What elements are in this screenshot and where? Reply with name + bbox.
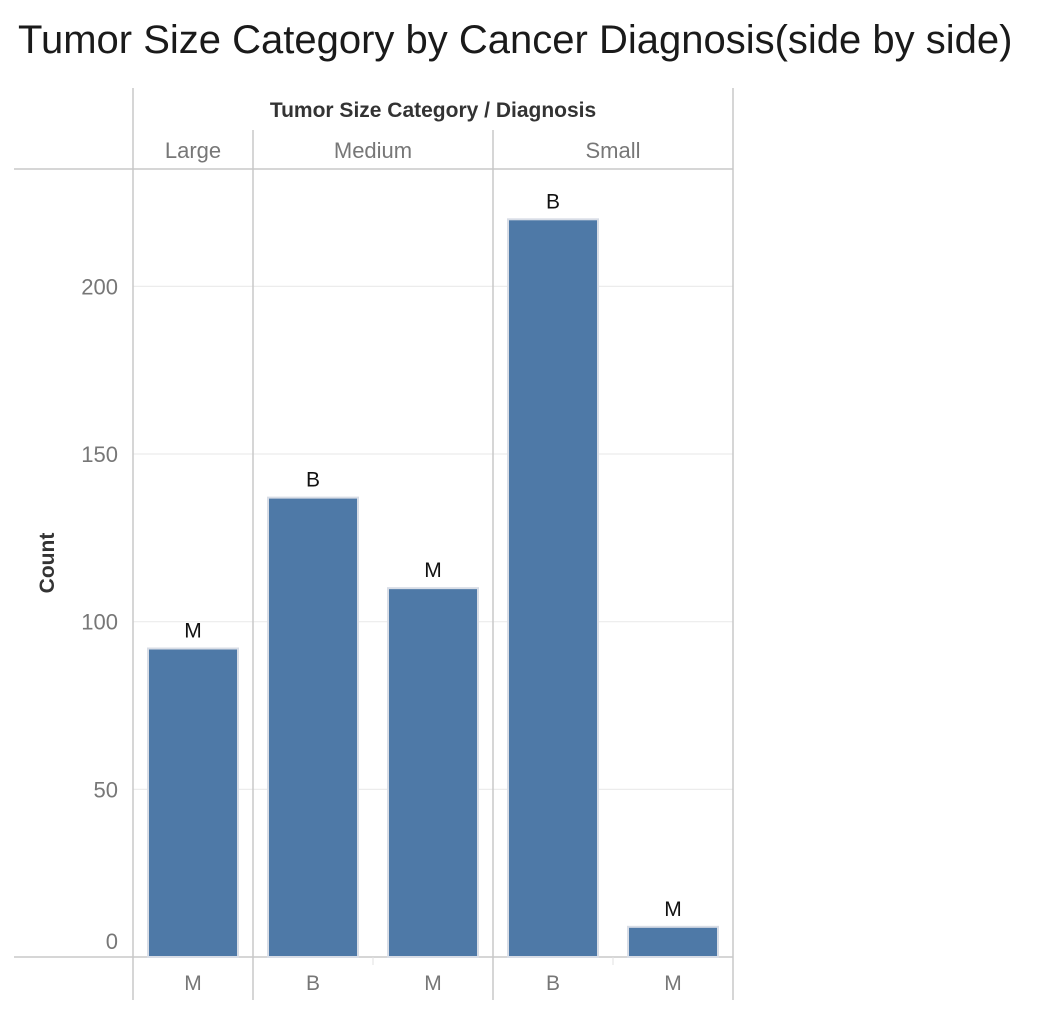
bar-label: B <box>546 190 560 213</box>
bar-label: M <box>664 898 682 921</box>
x-tick-label: B <box>546 972 560 995</box>
group-label: Small <box>585 138 640 163</box>
column-header-title: Tumor Size Category / Diagnosis <box>270 99 596 122</box>
x-tick-label: M <box>424 972 442 995</box>
y-tick-label: 200 <box>81 274 118 299</box>
y-tick-label: 150 <box>81 442 118 467</box>
x-tick-label: M <box>664 972 682 995</box>
bar-label: M <box>424 559 442 582</box>
bar <box>507 218 599 959</box>
y-tick-label: 100 <box>81 610 118 635</box>
bar <box>387 587 479 958</box>
group-label: Medium <box>334 138 412 163</box>
bar-label: M <box>184 620 202 643</box>
bar <box>147 647 239 959</box>
x-tick-label: B <box>306 972 320 995</box>
group-label: Large <box>165 138 221 163</box>
x-tick-label: M <box>184 972 202 995</box>
y-tick-label: 0 <box>106 929 118 954</box>
chart-title: Tumor Size Category by Cancer Diagnosis(… <box>18 18 1013 62</box>
bar <box>627 925 719 959</box>
bar <box>267 496 359 958</box>
bar-label: B <box>306 469 320 492</box>
y-axis-label: Count <box>36 533 59 594</box>
y-tick-label: 50 <box>94 777 118 802</box>
